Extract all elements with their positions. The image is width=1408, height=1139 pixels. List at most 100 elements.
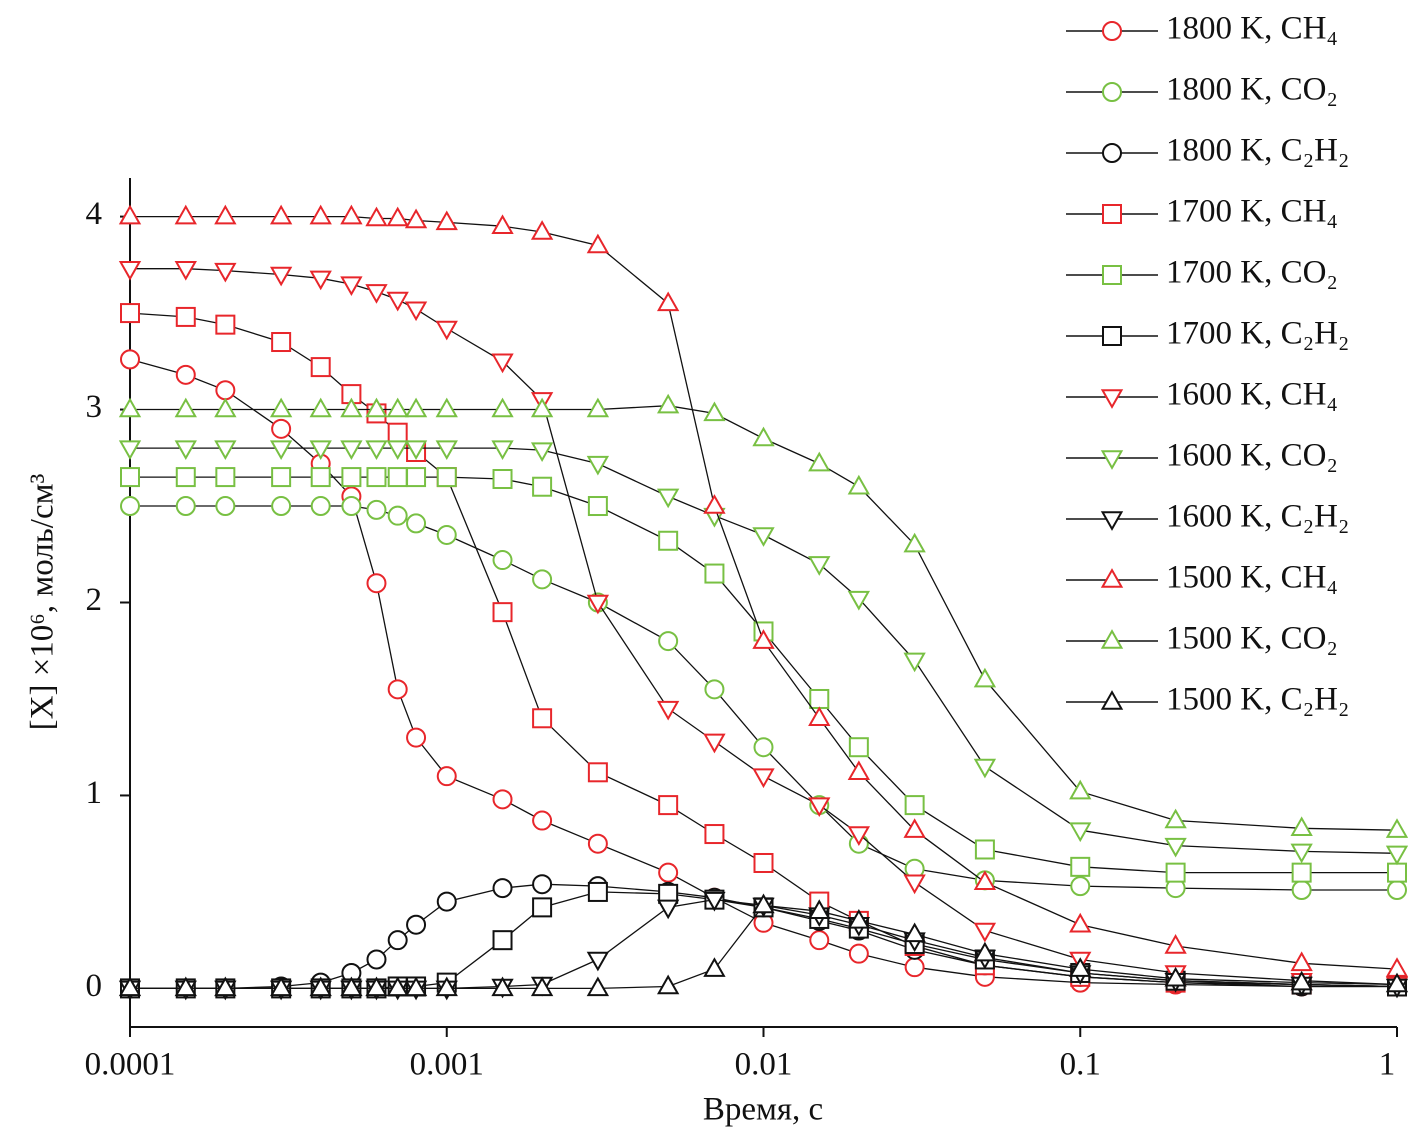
data-point <box>271 332 292 353</box>
data-point <box>1069 957 1092 977</box>
data-point <box>491 214 514 234</box>
data-point <box>435 397 458 418</box>
data-point <box>1290 843 1313 864</box>
data-point <box>1069 779 1092 800</box>
data-point <box>120 496 140 517</box>
data-point <box>269 440 293 461</box>
legend-label: 1600 K, C₂H₂ <box>1166 499 1349 535</box>
data-point <box>365 206 388 227</box>
data-point <box>271 467 292 488</box>
data-point <box>214 204 237 225</box>
data-point <box>436 524 457 545</box>
data-point <box>1164 934 1187 954</box>
data-point <box>120 467 140 488</box>
data-point <box>847 590 871 611</box>
data-point <box>387 679 408 700</box>
data-point <box>214 262 237 283</box>
data-point <box>752 426 775 447</box>
data-point <box>1069 822 1092 843</box>
data-point <box>1290 816 1313 837</box>
data-point <box>175 496 196 517</box>
data-point <box>848 737 869 758</box>
legend-marker <box>1102 204 1122 224</box>
legend-marker <box>1100 511 1124 531</box>
data-point <box>310 496 331 517</box>
data-point <box>366 499 387 520</box>
data-point <box>366 573 387 594</box>
data-point <box>752 629 775 649</box>
data-point <box>1291 880 1312 901</box>
data-point <box>587 833 608 854</box>
data-point <box>404 440 428 461</box>
data-point <box>271 496 292 517</box>
legend-marker <box>1100 629 1124 649</box>
data-point <box>174 976 197 997</box>
y-tick-label: 3 <box>86 389 103 425</box>
data-point <box>587 762 608 783</box>
data-point <box>118 440 142 461</box>
data-point <box>492 602 513 623</box>
data-point <box>436 467 457 488</box>
legend-marker <box>1102 326 1122 346</box>
data-point <box>404 397 428 418</box>
data-point <box>386 291 409 312</box>
data-point <box>903 922 926 943</box>
data-point <box>658 631 679 652</box>
data-point <box>406 727 427 748</box>
data-point <box>656 393 680 414</box>
data-point <box>406 467 427 488</box>
data-point <box>1387 880 1407 901</box>
legend-label: 1700 K, CH₄ <box>1166 194 1338 230</box>
data-point <box>752 527 775 547</box>
data-point <box>847 474 871 495</box>
data-point <box>753 737 774 758</box>
data-point <box>118 260 142 281</box>
data-point <box>1387 862 1407 883</box>
x-tick-label: 0.01 <box>735 1047 793 1083</box>
data-point <box>1164 837 1187 858</box>
data-point <box>491 976 514 997</box>
data-point <box>1290 970 1313 991</box>
data-point <box>118 397 142 418</box>
data-point <box>1385 972 1408 993</box>
data-point <box>387 467 408 488</box>
data-point <box>175 364 196 385</box>
data-point <box>658 862 679 883</box>
data-point <box>435 976 458 997</box>
data-point <box>492 878 513 899</box>
data-point <box>1165 862 1186 883</box>
data-point <box>808 797 831 818</box>
data-point <box>340 440 363 461</box>
data-point <box>703 494 726 514</box>
data-point <box>214 976 237 997</box>
data-point <box>903 818 926 838</box>
data-point <box>175 467 196 488</box>
y-tick-label: 0 <box>86 968 103 1004</box>
data-point <box>586 397 610 418</box>
data-point <box>404 301 428 322</box>
data-point <box>656 700 680 721</box>
data-point <box>435 210 458 231</box>
data-point <box>435 440 458 461</box>
data-point <box>530 976 554 997</box>
data-point <box>808 706 831 727</box>
legend-marker <box>1100 450 1124 470</box>
legend-label: 1800 K, C₂H₂ <box>1166 133 1349 169</box>
data-point <box>340 276 363 297</box>
legend-label: 1800 K, CO₂ <box>1166 72 1338 108</box>
data-point <box>309 204 332 225</box>
data-point <box>847 826 871 846</box>
data-point <box>436 891 457 912</box>
data-point <box>1070 856 1091 877</box>
data-point <box>309 440 332 461</box>
data-point <box>1164 808 1187 829</box>
y-tick-label: 1 <box>86 775 103 811</box>
data-point <box>532 874 553 895</box>
data-point <box>404 976 428 997</box>
data-point <box>752 893 775 914</box>
data-point <box>1385 845 1408 866</box>
legend-label: 1600 K, CH₄ <box>1166 377 1338 413</box>
data-point <box>386 206 409 227</box>
legend-marker <box>1100 690 1124 710</box>
data-point <box>214 440 237 461</box>
